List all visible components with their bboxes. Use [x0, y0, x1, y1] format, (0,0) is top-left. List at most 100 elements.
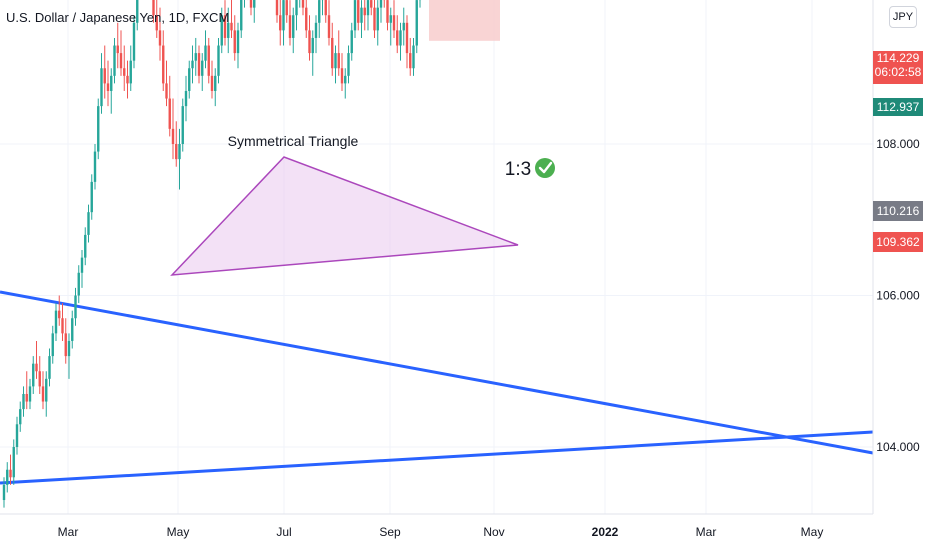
candle	[51, 325, 54, 364]
pattern-label[interactable]: Symmetrical Triangle	[228, 133, 359, 149]
candle-body	[9, 469, 12, 478]
candle	[116, 22, 119, 69]
candle-body	[74, 295, 77, 319]
candle-body	[28, 386, 32, 402]
candle-body	[409, 53, 412, 69]
candle-body	[282, 0, 285, 31]
candle-body	[337, 53, 340, 69]
candle-body	[240, 0, 243, 31]
candle	[90, 174, 93, 220]
candle-body	[210, 75, 214, 91]
candle	[204, 30, 207, 69]
candle-body	[67, 340, 71, 357]
candle	[74, 287, 77, 326]
candle-body	[168, 98, 171, 129]
currency-button[interactable]: JPY	[889, 6, 917, 28]
candle-body	[285, 0, 288, 16]
candle-body	[178, 144, 181, 160]
candle	[38, 356, 41, 394]
candle	[54, 303, 58, 341]
candle	[370, 0, 373, 16]
candle-body	[80, 257, 84, 273]
candle-body	[162, 45, 165, 84]
candle-body	[126, 75, 129, 84]
candle	[285, 0, 288, 23]
candle	[158, 7, 162, 61]
candle-body	[100, 68, 103, 107]
candle	[386, 0, 389, 31]
candle	[71, 310, 74, 349]
candle	[194, 37, 197, 76]
y-tick-label: 108.000	[876, 137, 920, 151]
candle-body	[77, 272, 80, 296]
time-axis[interactable]: Mar May Jul Sep Nov 2022 Mar May	[58, 525, 824, 539]
candle	[227, 7, 230, 54]
candle-body	[51, 333, 54, 357]
candle	[155, 0, 158, 38]
candle	[347, 45, 350, 84]
candle	[123, 45, 126, 91]
candle	[402, 7, 405, 46]
candle-body	[152, 0, 155, 16]
candle-body	[71, 318, 74, 341]
candle-body	[175, 144, 178, 160]
candle-body	[370, 0, 373, 8]
candle-body	[90, 181, 93, 213]
candle	[165, 60, 168, 107]
candle	[171, 98, 175, 160]
candle-body	[327, 15, 331, 38]
candle	[383, 0, 386, 8]
candle-body	[103, 68, 106, 84]
candle-body	[233, 30, 236, 54]
candle-body	[64, 333, 67, 357]
candle	[207, 37, 210, 84]
candle	[129, 45, 132, 91]
candle	[64, 318, 67, 364]
candle-body	[25, 393, 28, 402]
candle	[106, 60, 110, 107]
target-price-tag: 112.937	[873, 98, 923, 116]
candle-body	[386, 0, 389, 23]
candle	[295, 0, 298, 31]
candle-body	[412, 45, 415, 69]
trendline-descending[interactable]	[0, 290, 874, 455]
candle	[132, 15, 136, 69]
candle	[136, 0, 139, 31]
candle	[77, 265, 80, 304]
candle	[2, 477, 6, 508]
risk-reward-label[interactable]: 1:3	[505, 159, 531, 180]
candle	[67, 333, 71, 379]
candle-body	[405, 22, 409, 54]
candle	[6, 462, 9, 493]
candle	[249, 0, 253, 16]
trendline-ascending[interactable]	[0, 430, 874, 485]
symmetrical-triangle[interactable]	[170, 156, 519, 276]
stop-zone[interactable]	[429, 0, 500, 41]
candle-body	[38, 371, 41, 387]
candle-body	[35, 363, 38, 372]
candle	[188, 60, 191, 99]
candle-body	[204, 45, 207, 61]
candle	[80, 250, 84, 288]
candle	[32, 356, 35, 394]
candle-body	[191, 60, 194, 69]
candle	[48, 348, 51, 387]
candle-body	[41, 386, 45, 402]
x-tick-label: Jul	[276, 525, 291, 539]
candle-body	[45, 378, 48, 402]
candle	[214, 68, 217, 107]
candle	[97, 98, 100, 160]
candle	[22, 386, 25, 417]
candle	[197, 45, 201, 84]
y-tick-label: 106.000	[876, 289, 920, 303]
candle-body	[347, 53, 350, 76]
x-tick-label: Mar	[696, 525, 717, 539]
candle-body	[87, 212, 90, 235]
candle-body	[334, 53, 337, 69]
candle-body	[113, 45, 116, 76]
candle-body	[207, 45, 210, 76]
candle-body	[331, 37, 334, 69]
candle-body	[201, 60, 204, 76]
